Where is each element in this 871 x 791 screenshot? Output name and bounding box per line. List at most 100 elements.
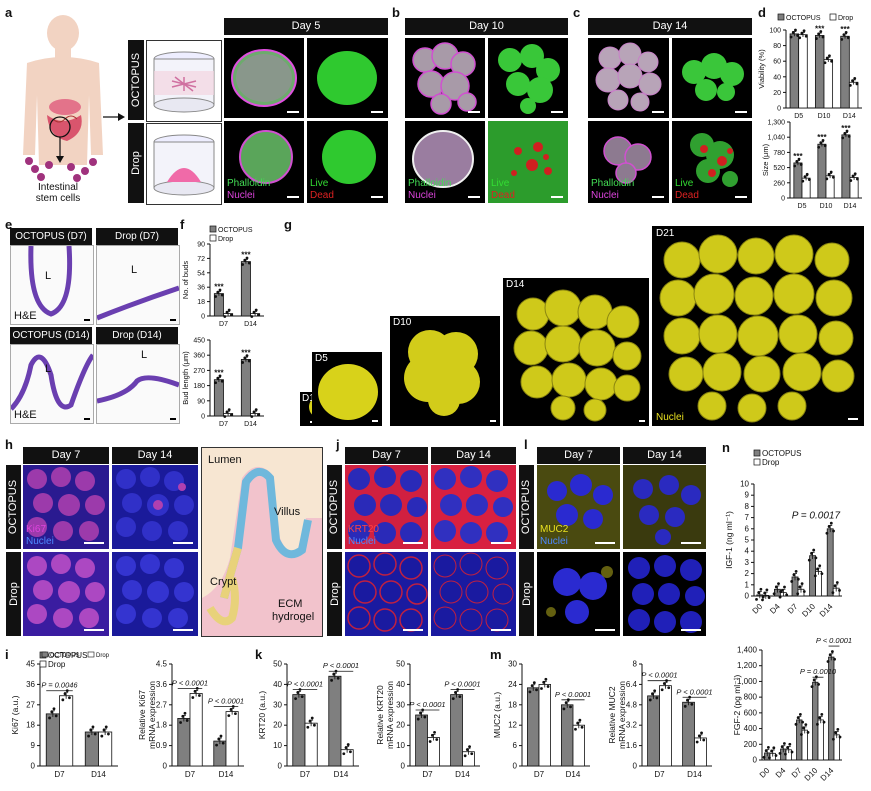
data-point [801,720,804,724]
micrograph-c-octopus-live [672,38,752,118]
y-axis-label: KRT20 (a.u.) [257,691,267,740]
y-axis-label: Bud length (μm) [181,351,190,405]
data-point [215,743,218,747]
chart-krt20-mrna: 0 10 20 30 40 50 Relative KRT20mRNA expression… [375,660,481,780]
he-drop-d7: L [96,245,180,325]
data-point [247,261,251,265]
data-point [816,722,819,726]
y-tick-label: 0 [513,762,518,771]
data-point [757,591,761,595]
bar-octopus [840,35,850,109]
bar-octopus [213,379,224,417]
y-axis-label: Viability (%) [758,49,766,89]
data-point [256,413,260,417]
significance-stars: *** [841,124,851,133]
he-drop-d14: L [96,344,180,424]
data-point [774,754,778,757]
y-tick-label: 2.7 [156,700,168,709]
panel-letter-k: k [255,647,263,662]
bar-drop [823,59,834,109]
data-point [763,591,767,595]
data-point [63,692,67,696]
nuclei-d5: D5 [312,352,382,426]
x-tick-label: D14 [334,770,349,779]
data-point [825,56,829,60]
data-point [451,697,455,701]
data-point [349,750,352,754]
data-point [813,574,817,578]
x-tick-label: D14 [566,770,581,779]
data-point [185,719,189,722]
data-point [243,356,247,360]
chart-ki67: 0 9 18 27 36 45 Ki67 (a.u.) D7 D14 P = 0.0046 OCTO… [10,651,118,779]
data-point [107,732,110,736]
bar-drop [817,719,824,761]
data-point [832,737,835,741]
micrograph-l-octopus-d14 [623,465,706,549]
data-point [252,410,256,414]
micrograph-b-octopus-phalloidin [405,38,485,118]
data-point [804,723,808,727]
bar-drop [538,684,551,767]
data-point [797,157,801,161]
data-point [803,175,807,179]
x-tick-label: D14 [244,321,257,328]
data-point [181,714,185,718]
data-point [528,690,532,694]
data-point [217,737,221,741]
y-tick-label: 780 [773,150,785,157]
y-tick-label: 24 [508,680,517,689]
y-tick-label: 60 [773,59,781,66]
significance-stars: *** [817,133,827,142]
data-point [834,731,838,735]
y-tick-label: 50 [273,660,282,669]
data-point [820,572,824,575]
micrograph-b-drop-live: Live Dead [488,121,568,203]
y-tick-label: 270 [193,368,205,375]
x-tick-label: D14 [818,602,835,619]
data-point [198,694,201,697]
y-tick-label: 1 [745,580,750,589]
data-point [463,754,467,758]
data-point [810,552,813,555]
data-point [853,172,857,176]
y-tick-label: 1,300 [767,120,785,127]
chart-krt20: 0 10 20 30 40 50 KRT20 (a.u.) D7 D14 P < 0.0001 P … [257,660,359,780]
row-header-octopus-a: OCTOPUS [128,40,144,120]
micrograph-h-octopus-d7: Ki67 Nuclei [23,465,109,549]
legend-octopus: OCTOPUS [48,651,87,660]
bar-octopus [817,143,827,199]
data-point [790,580,794,583]
significance-stars: *** [214,283,224,292]
data-point [845,129,849,133]
legend-swatch-drop [39,660,47,668]
data-point [220,379,224,383]
bar-octopus [796,719,803,761]
bar-drop [798,34,808,109]
lumen-label: Lumen [208,454,242,466]
y-tick-label: 200 [744,740,758,749]
crypt-label: Crypt [210,576,237,588]
data-point [820,713,824,716]
data-point [802,590,806,593]
bar-octopus [328,675,342,767]
data-point [778,595,782,599]
stem-cells-icon [25,157,97,182]
data-point [814,37,818,40]
chart-ki67-mrna: 0 0.9 1.8 2.7 3.6 4.5 Relative Ki67mRNA expres… [137,660,244,780]
data-point [578,718,582,722]
data-point [330,678,333,682]
header-e-drop-d7: Drop (D7) [96,228,178,245]
data-point [789,35,793,39]
bar-drop [833,734,840,761]
nuclei-d21: D21 Nuclei [652,226,864,426]
data-point [183,711,187,715]
p-value-label: P = 0.0010 [800,667,837,676]
p-value-label: P < 0.0001 [676,687,712,696]
data-point [828,54,831,58]
micrograph-a-drop-phalloidin: Phalloidin Nuclei [224,121,304,203]
y-tick-label: 40 [773,74,781,81]
header-l-day7: Day 7 [537,447,620,464]
villus-label: Villus [274,506,301,518]
body-silhouette [23,15,103,165]
